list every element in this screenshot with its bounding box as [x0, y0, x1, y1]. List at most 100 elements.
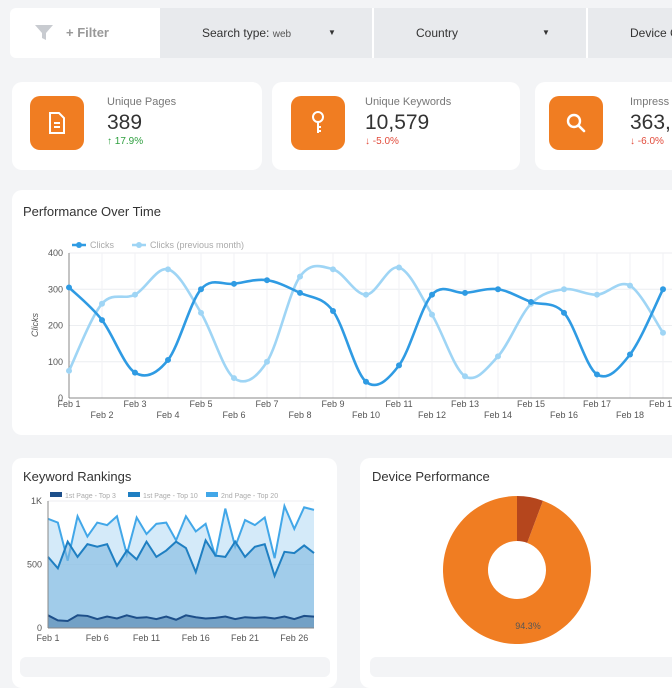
country-dropdown[interactable]: Country ▼ — [374, 8, 586, 58]
data-point — [429, 291, 435, 298]
kpi-label: Impress — [630, 96, 670, 108]
kpi-label: Unique Keywords — [365, 96, 452, 108]
data-point — [627, 282, 633, 289]
kpi-value: 10,579 — [365, 111, 430, 134]
kpi-delta: ↓ -5.0% — [365, 136, 399, 147]
add-filter-button[interactable]: + Filter — [10, 8, 158, 58]
keyword-rankings-title: Keyword Rankings — [23, 469, 132, 484]
data-point — [297, 289, 303, 296]
x-tick-label: Feb 6 — [86, 633, 109, 643]
x-tick-label: Feb 19 — [649, 399, 672, 409]
x-tick-label: Feb 18 — [616, 410, 644, 420]
filter-label: + Filter — [66, 25, 109, 40]
country-label: Country — [416, 26, 459, 40]
device-donut-chart: 94.3% — [443, 496, 591, 644]
data-point — [330, 308, 336, 314]
series-line — [47, 502, 315, 561]
kpi-card-unique-keywords: Unique Keywords 10,579 ↓ -5.0% — [272, 82, 520, 170]
keyword-rankings-chart: 0 500 1K Feb 1 Feb 6 Feb 11 Feb 16 Feb 21 Feb 26… — [27, 492, 315, 643]
x-tick-label: Feb 7 — [255, 399, 278, 409]
legend-label: 1st Page - Top 3 — [65, 493, 116, 500]
data-point — [660, 286, 666, 293]
funnel-icon — [34, 24, 54, 47]
data-point — [99, 317, 105, 324]
data-point — [627, 351, 633, 358]
legend-label: Clicks — [90, 240, 114, 250]
data-point — [264, 277, 270, 284]
x-tick-label: Feb 2 — [90, 410, 113, 420]
legend-swatch — [206, 492, 218, 497]
x-tick-label: Feb 3 — [123, 399, 146, 409]
x-tick-label: Feb 17 — [583, 399, 611, 409]
x-tick-label: Feb 16 — [550, 410, 578, 420]
x-tick-label: Feb 4 — [156, 410, 179, 420]
kpi-value: 363, — [630, 111, 671, 134]
data-point — [561, 286, 567, 293]
data-point — [165, 266, 171, 273]
y-tick-label: 100 — [48, 357, 63, 367]
x-tick-label: Feb 9 — [321, 399, 344, 409]
x-tick-label: Feb 11 — [385, 399, 412, 409]
data-point — [231, 280, 237, 287]
data-point — [99, 300, 105, 307]
y-tick-label: 200 — [48, 321, 63, 331]
data-point — [561, 309, 567, 316]
x-tick-label: Feb 16 — [182, 633, 210, 643]
series-line — [47, 614, 315, 623]
table-header-stub — [20, 657, 330, 677]
data-point — [198, 286, 204, 293]
data-point — [462, 373, 468, 380]
x-tick-label: Feb 21 — [231, 633, 259, 643]
data-point — [462, 289, 468, 296]
data-point — [165, 356, 171, 363]
data-point — [429, 311, 435, 318]
legend-label: 1st Page - Top 10 — [143, 493, 198, 500]
filter-bar: + Filter Search type: web ▼ Country ▼ De… — [10, 8, 672, 58]
data-point — [132, 291, 138, 298]
x-tick-label: Feb 8 — [288, 410, 311, 420]
legend-swatch — [128, 492, 140, 497]
data-point — [297, 273, 303, 280]
x-tick-label: Feb 13 — [451, 399, 479, 409]
x-tick-label: Feb 1 — [57, 399, 80, 409]
legend-marker — [76, 242, 82, 248]
device-dropdown[interactable]: Device C — [588, 8, 672, 58]
search-icon — [549, 96, 603, 150]
kpi-label: Unique Pages — [107, 96, 177, 108]
device-performance-card: Device Performance 94.3% — [360, 458, 672, 688]
data-point — [66, 367, 72, 374]
x-tick-label: Feb 5 — [189, 399, 212, 409]
key-icon — [291, 96, 345, 150]
x-tick-label: Feb 1 — [36, 633, 59, 643]
data-point — [594, 371, 600, 378]
device-label: Device C — [630, 26, 672, 40]
kpi-delta: ↓ -6.0% — [630, 136, 664, 147]
x-tick-label: Feb 26 — [280, 633, 308, 643]
data-point — [495, 353, 501, 360]
data-point — [396, 362, 402, 369]
y-axis-label: Clicks — [30, 313, 40, 337]
y-tick-label: 1K — [31, 496, 42, 506]
data-point — [198, 309, 204, 316]
data-point — [594, 291, 600, 298]
data-point — [231, 375, 237, 382]
caret-down-icon: ▼ — [328, 28, 336, 37]
data-point — [396, 264, 402, 271]
legend-swatch — [50, 492, 62, 497]
kpi-value: 389 — [107, 111, 143, 134]
legend-label: Clicks (previous month) — [150, 240, 244, 250]
caret-down-icon: ▼ — [542, 28, 550, 37]
y-tick-label: 400 — [48, 248, 63, 258]
keyword-rankings-card: Keyword Rankings 0 500 1K Feb 1 Feb 6 Feb 11 F… — [12, 458, 337, 688]
data-point — [66, 284, 72, 291]
data-point — [132, 369, 138, 376]
search-type-dropdown[interactable]: Search type: web ▼ — [160, 8, 372, 58]
x-tick-label: Feb 14 — [484, 410, 512, 420]
x-tick-label: Feb 11 — [133, 633, 160, 643]
x-tick-label: Feb 15 — [517, 399, 545, 409]
search-type-value: web — [272, 29, 292, 40]
data-point — [363, 378, 369, 385]
performance-card: Performance Over Time 0 100 200 300 400 Feb 1… — [12, 190, 672, 435]
document-icon — [30, 96, 84, 150]
data-point — [528, 298, 534, 305]
